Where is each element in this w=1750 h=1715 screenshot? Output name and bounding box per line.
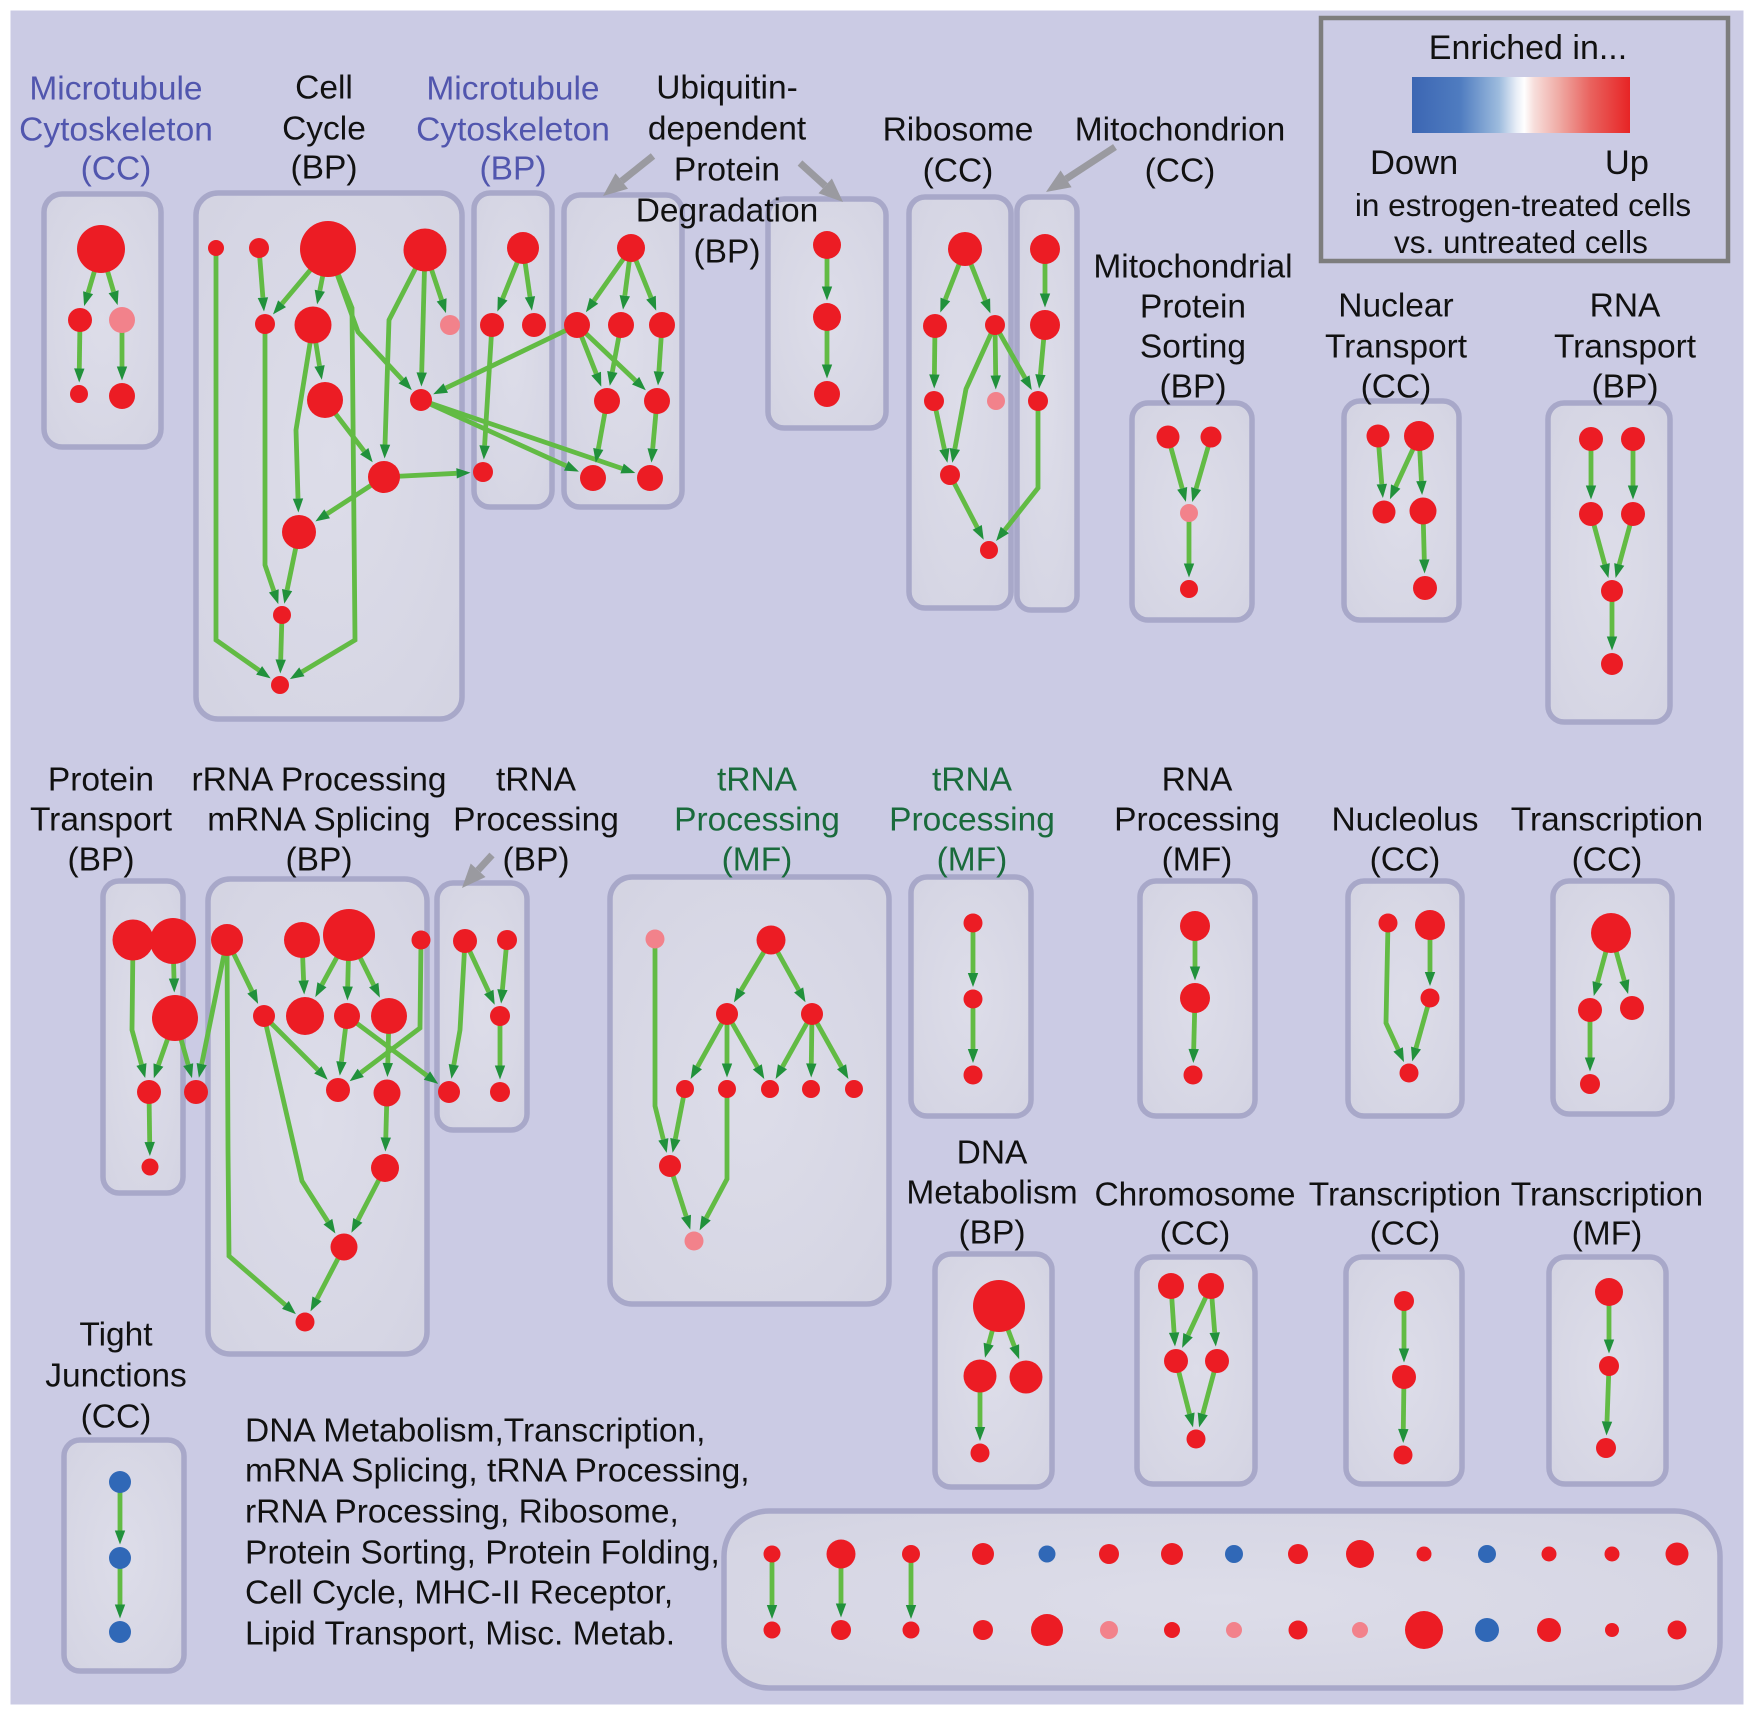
svg-text:Transport: Transport: [1325, 329, 1468, 366]
svg-text:Transcription: Transcription: [1511, 802, 1703, 839]
svg-text:Processing: Processing: [453, 802, 619, 839]
svg-text:RNA: RNA: [1162, 762, 1233, 799]
svg-text:(BP): (BP): [291, 150, 358, 187]
svg-text:dependent: dependent: [648, 111, 807, 148]
svg-text:(BP): (BP): [694, 234, 761, 271]
svg-text:Chromosome: Chromosome: [1094, 1177, 1295, 1214]
svg-text:Transport: Transport: [30, 802, 173, 839]
svg-text:vs. untreated cells: vs. untreated cells: [1394, 224, 1648, 260]
svg-text:(BP): (BP): [68, 842, 135, 879]
svg-text:Ribosome: Ribosome: [883, 112, 1034, 149]
svg-text:Mitochondrion: Mitochondrion: [1075, 112, 1285, 149]
svg-text:Metabolism: Metabolism: [906, 1175, 1077, 1212]
svg-text:Lipid Transport, Misc. Metab.: Lipid Transport, Misc. Metab.: [245, 1616, 675, 1653]
svg-text:(MF): (MF): [1572, 1216, 1643, 1253]
svg-text:(CC): (CC): [1361, 369, 1432, 406]
svg-text:Mitochondrial: Mitochondrial: [1093, 249, 1292, 286]
svg-text:Protein: Protein: [674, 152, 780, 189]
svg-text:(CC): (CC): [1572, 842, 1643, 879]
svg-text:Nucleolus: Nucleolus: [1331, 802, 1478, 839]
svg-text:Protein: Protein: [1140, 289, 1246, 326]
svg-text:(MF): (MF): [1162, 842, 1233, 879]
svg-text:(BP): (BP): [959, 1215, 1026, 1252]
svg-text:(CC): (CC): [81, 1399, 152, 1436]
svg-text:Down: Down: [1370, 144, 1458, 182]
svg-text:RNA: RNA: [1590, 288, 1661, 325]
svg-text:Cytoskeleton: Cytoskeleton: [416, 112, 610, 149]
svg-text:Cell Cycle, MHC-II Receptor,: Cell Cycle, MHC-II Receptor,: [245, 1575, 673, 1612]
svg-text:(CC): (CC): [1370, 1216, 1441, 1253]
svg-text:in estrogen-treated cells: in estrogen-treated cells: [1355, 187, 1691, 223]
svg-text:Transport: Transport: [1554, 329, 1697, 366]
svg-text:(BP): (BP): [1592, 369, 1659, 406]
svg-text:Processing: Processing: [674, 802, 840, 839]
svg-text:rRNA Processing: rRNA Processing: [191, 762, 446, 799]
svg-text:Junctions: Junctions: [45, 1358, 187, 1395]
svg-text:Degradation: Degradation: [636, 193, 819, 230]
svg-text:mRNA Splicing, tRNA Processing: mRNA Splicing, tRNA Processing,: [245, 1453, 750, 1490]
svg-text:(BP): (BP): [480, 151, 547, 188]
svg-text:Ubiquitin-: Ubiquitin-: [656, 70, 798, 107]
svg-text:(BP): (BP): [286, 842, 353, 879]
svg-text:Transcription: Transcription: [1511, 1177, 1703, 1214]
svg-text:Cell: Cell: [295, 70, 353, 107]
svg-text:Enriched in...: Enriched in...: [1429, 29, 1627, 67]
svg-text:(CC): (CC): [923, 153, 994, 190]
svg-text:(MF): (MF): [722, 842, 793, 879]
svg-text:tRNA: tRNA: [717, 762, 798, 799]
svg-text:Transcription: Transcription: [1309, 1177, 1501, 1214]
svg-text:(BP): (BP): [1160, 369, 1227, 406]
svg-text:rRNA Processing, Ribosome,: rRNA Processing, Ribosome,: [245, 1494, 679, 1531]
svg-text:(MF): (MF): [937, 842, 1008, 879]
svg-text:DNA Metabolism,Transcription,: DNA Metabolism,Transcription,: [245, 1413, 705, 1450]
svg-text:Microtubule: Microtubule: [29, 71, 202, 108]
svg-text:Nuclear: Nuclear: [1338, 288, 1453, 325]
svg-text:mRNA Splicing: mRNA Splicing: [207, 802, 430, 839]
svg-text:tRNA: tRNA: [932, 762, 1013, 799]
svg-text:Up: Up: [1605, 144, 1649, 182]
svg-text:(CC): (CC): [81, 151, 152, 188]
svg-text:Protein Sorting, Protein Foldi: Protein Sorting, Protein Folding,: [245, 1535, 720, 1572]
svg-text:(CC): (CC): [1370, 842, 1441, 879]
svg-text:Cycle: Cycle: [282, 111, 366, 148]
svg-text:Tight: Tight: [79, 1317, 153, 1354]
svg-text:Processing: Processing: [889, 802, 1055, 839]
svg-text:(CC): (CC): [1160, 1216, 1231, 1253]
svg-text:tRNA: tRNA: [496, 762, 577, 799]
svg-text:Processing: Processing: [1114, 802, 1280, 839]
svg-text:DNA: DNA: [957, 1135, 1028, 1172]
svg-text:Protein: Protein: [48, 762, 154, 799]
svg-text:(CC): (CC): [1145, 153, 1216, 190]
svg-text:Cytoskeleton: Cytoskeleton: [19, 112, 213, 149]
svg-text:(BP): (BP): [503, 842, 570, 879]
svg-text:Sorting: Sorting: [1140, 329, 1246, 366]
svg-text:Microtubule: Microtubule: [426, 71, 599, 108]
